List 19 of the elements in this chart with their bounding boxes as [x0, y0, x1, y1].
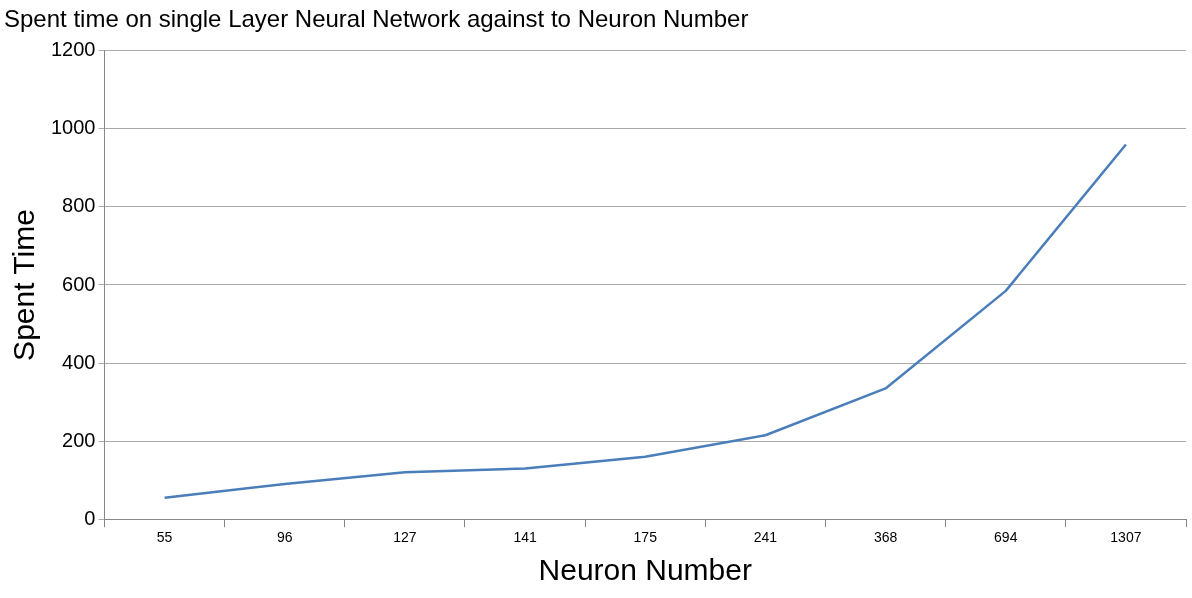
- x-tick-label: 55: [156, 529, 173, 546]
- x-tick-label: 141: [513, 529, 537, 546]
- x-tick-label: 368: [873, 529, 898, 546]
- x-tick-label: 127: [393, 529, 417, 546]
- y-axis-title: Spent Time: [7, 209, 41, 361]
- y-tick-label: 400: [62, 350, 96, 373]
- y-tick-label: 800: [62, 194, 96, 217]
- y-tick-label: 600: [62, 272, 96, 295]
- x-tick-label: 175: [633, 529, 658, 546]
- y-tick-label: 0: [84, 506, 96, 529]
- x-tick-label: 694: [994, 529, 1018, 546]
- chart-title: Spent time on single Layer Neural Network against to Neuron Number: [4, 5, 749, 33]
- x-tick-label: 96: [276, 529, 293, 546]
- x-axis-title: Neuron Number: [538, 553, 752, 587]
- x-tick-label: 1307: [1110, 529, 1142, 546]
- x-tick-label: 241: [753, 529, 778, 546]
- y-tick-label: 1200: [50, 38, 96, 61]
- y-tick-label: 1000: [50, 116, 96, 139]
- y-tick-label: 200: [62, 428, 96, 451]
